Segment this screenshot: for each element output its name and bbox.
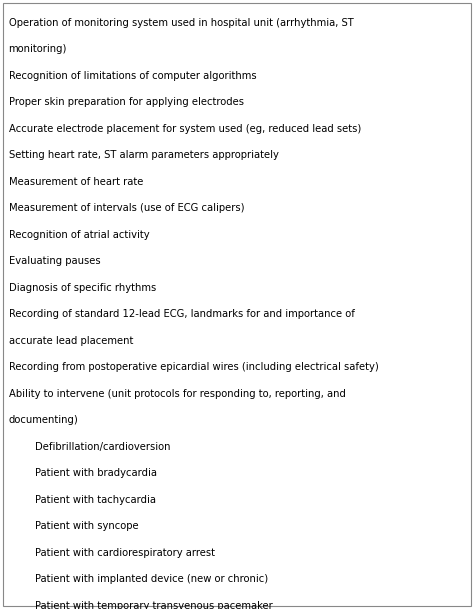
Text: Patient with temporary transvenous pacemaker: Patient with temporary transvenous pacem…: [35, 600, 273, 609]
Text: Evaluating pauses: Evaluating pauses: [9, 256, 100, 266]
Text: Operation of monitoring system used in hospital unit (arrhythmia, ST: Operation of monitoring system used in h…: [9, 18, 353, 27]
Text: Measurement of heart rate: Measurement of heart rate: [9, 177, 143, 186]
Text: Ability to intervene (unit protocols for responding to, reporting, and: Ability to intervene (unit protocols for…: [9, 389, 346, 399]
Text: Measurement of intervals (use of ECG calipers): Measurement of intervals (use of ECG cal…: [9, 203, 244, 213]
Text: Recognition of limitations of computer algorithms: Recognition of limitations of computer a…: [9, 71, 256, 80]
Text: Proper skin preparation for applying electrodes: Proper skin preparation for applying ele…: [9, 97, 244, 107]
Text: Recording from postoperative epicardial wires (including electrical safety): Recording from postoperative epicardial …: [9, 362, 378, 372]
Text: Patient with tachycardia: Patient with tachycardia: [35, 495, 155, 505]
Text: Patient with implanted device (new or chronic): Patient with implanted device (new or ch…: [35, 574, 268, 584]
Text: Recording of standard 12-lead ECG, landmarks for and importance of: Recording of standard 12-lead ECG, landm…: [9, 309, 355, 319]
Text: monitoring): monitoring): [9, 44, 67, 54]
Text: accurate lead placement: accurate lead placement: [9, 336, 133, 345]
Text: Setting heart rate, ST alarm parameters appropriately: Setting heart rate, ST alarm parameters …: [9, 150, 278, 160]
Text: Recognition of atrial activity: Recognition of atrial activity: [9, 230, 149, 239]
Text: Diagnosis of specific rhythms: Diagnosis of specific rhythms: [9, 283, 156, 292]
Text: Accurate electrode placement for system used (eg, reduced lead sets): Accurate electrode placement for system …: [9, 124, 361, 133]
Text: Defibrillation/cardioversion: Defibrillation/cardioversion: [35, 442, 170, 452]
Text: documenting): documenting): [9, 415, 78, 425]
Text: Patient with cardiorespiratory arrest: Patient with cardiorespiratory arrest: [35, 547, 215, 558]
Text: Patient with bradycardia: Patient with bradycardia: [35, 468, 156, 478]
Text: Patient with syncope: Patient with syncope: [35, 521, 138, 531]
